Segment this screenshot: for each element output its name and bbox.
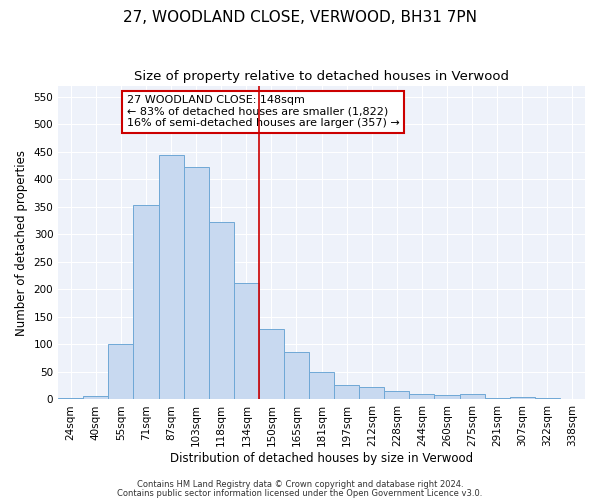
Text: Contains HM Land Registry data © Crown copyright and database right 2024.: Contains HM Land Registry data © Crown c…	[137, 480, 463, 489]
Bar	[385, 391, 409, 400]
Bar	[460, 394, 485, 400]
Bar	[485, 398, 510, 400]
Bar	[535, 398, 560, 400]
Bar	[184, 167, 209, 400]
Title: Size of property relative to detached houses in Verwood: Size of property relative to detached ho…	[134, 70, 509, 83]
Bar	[83, 396, 109, 400]
Bar	[510, 396, 535, 400]
Text: Contains public sector information licensed under the Open Government Licence v3: Contains public sector information licen…	[118, 488, 482, 498]
Bar	[434, 394, 460, 400]
Bar	[109, 344, 133, 400]
Bar	[259, 329, 284, 400]
Bar	[560, 399, 585, 400]
Bar	[409, 394, 434, 400]
Bar	[209, 222, 234, 400]
Y-axis label: Number of detached properties: Number of detached properties	[15, 150, 28, 336]
Bar	[309, 372, 334, 400]
Bar	[158, 155, 184, 400]
Text: 27 WOODLAND CLOSE: 148sqm
← 83% of detached houses are smaller (1,822)
16% of se: 27 WOODLAND CLOSE: 148sqm ← 83% of detac…	[127, 95, 400, 128]
Text: 27, WOODLAND CLOSE, VERWOOD, BH31 7PN: 27, WOODLAND CLOSE, VERWOOD, BH31 7PN	[123, 10, 477, 25]
Bar	[58, 398, 83, 400]
Bar	[133, 204, 158, 400]
Bar	[359, 388, 385, 400]
Bar	[234, 284, 259, 400]
X-axis label: Distribution of detached houses by size in Verwood: Distribution of detached houses by size …	[170, 452, 473, 465]
Bar	[334, 384, 359, 400]
Bar	[284, 352, 309, 400]
